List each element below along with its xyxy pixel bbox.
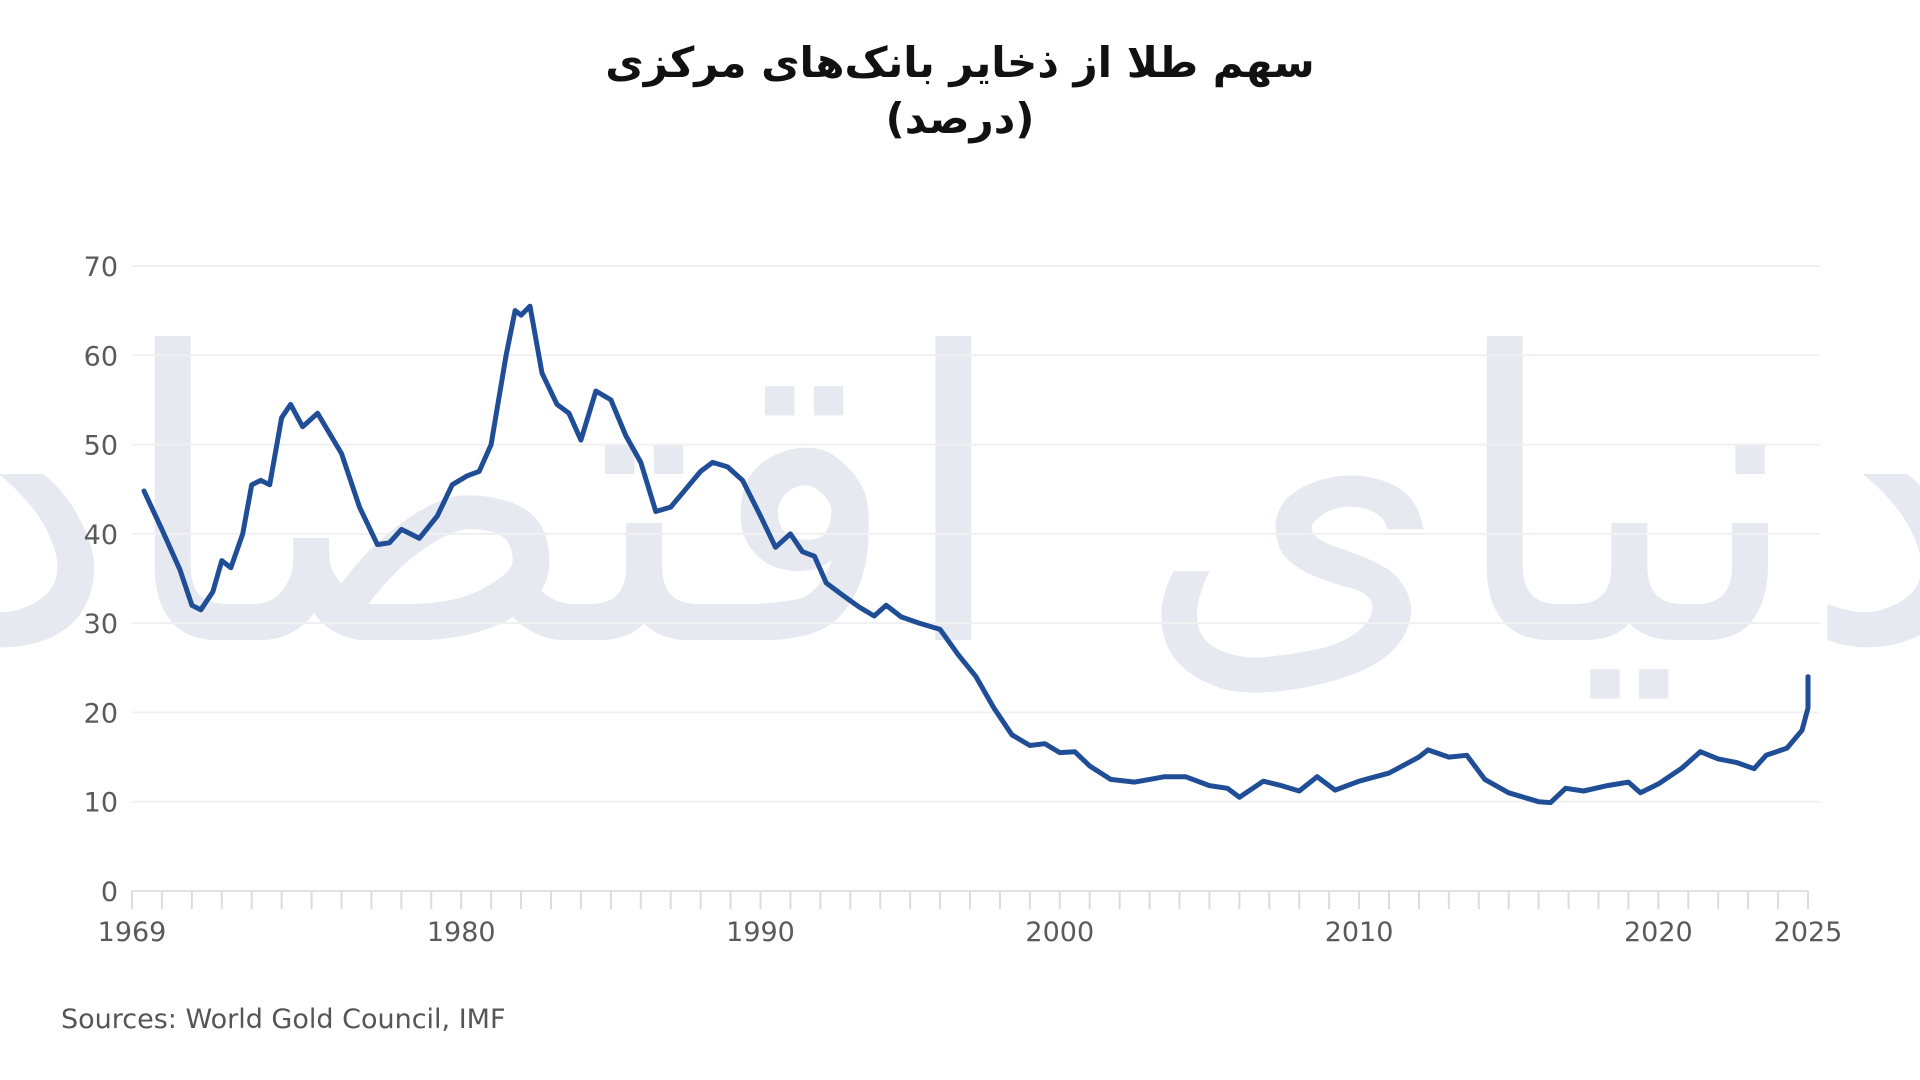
watermark-logo: دنیای اقتصاد <box>0 270 1920 735</box>
x-tick-label: 1980 <box>427 917 496 948</box>
x-tick-label: 2000 <box>1025 917 1094 948</box>
y-tick-label: 10 <box>84 788 118 819</box>
x-tick-label: 1990 <box>726 917 795 948</box>
x-tick-label: 2020 <box>1624 917 1693 948</box>
x-tick-label: 2025 <box>1774 917 1843 948</box>
x-tick-label: 2010 <box>1325 917 1394 948</box>
chart-subtitle: (درصد) <box>885 94 1035 143</box>
series-line <box>141 303 1811 806</box>
source-note: Sources: World Gold Council, IMF <box>61 1004 506 1035</box>
chart-title: سهم طلا از ذخایر بانک‌های مرکزی <box>605 38 1315 87</box>
watermark-text: دنیای اقتصاد <box>0 270 1920 735</box>
y-tick-label: 60 <box>84 341 118 372</box>
y-tick-label: 20 <box>84 698 118 729</box>
x-tick-label: 1969 <box>98 917 167 948</box>
y-tick-label: 40 <box>84 520 118 551</box>
y-tick-label: 50 <box>84 431 118 462</box>
y-tick-label: 0 <box>101 877 118 908</box>
y-tick-label: 70 <box>84 252 118 283</box>
y-tick-label: 30 <box>84 609 118 640</box>
